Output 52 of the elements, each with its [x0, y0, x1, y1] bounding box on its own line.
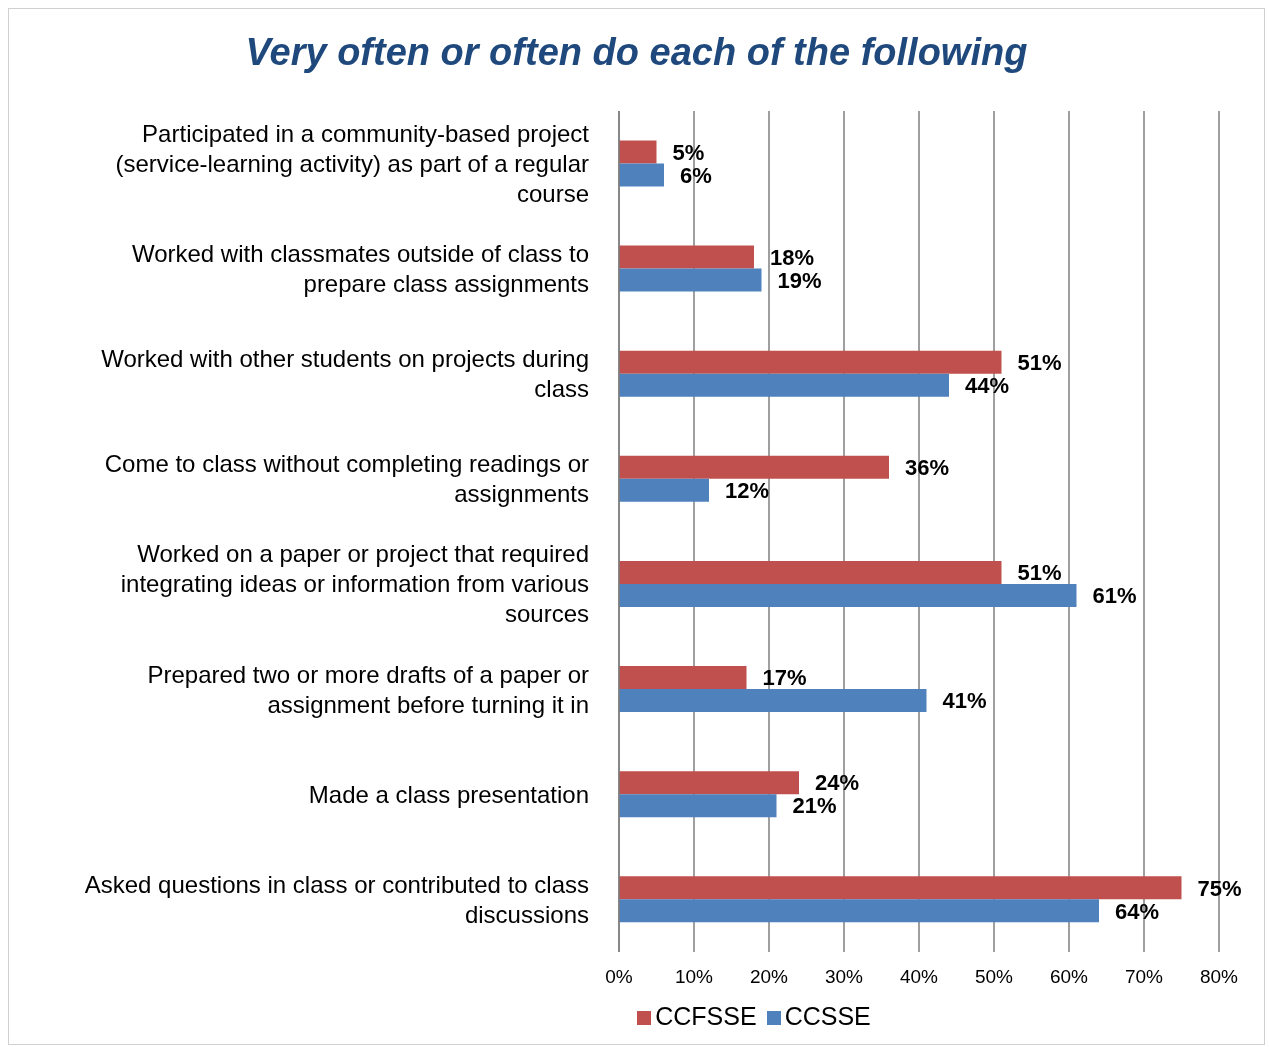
bar: [619, 140, 657, 164]
x-tick-label: 70%: [1124, 966, 1164, 988]
data-label: 18%: [770, 244, 815, 270]
y-tick-label: Participated in a community-based project (service-learning activity) as part of a regular course: [115, 119, 590, 207]
bar: [619, 771, 799, 795]
x-tick-label: 0%: [605, 966, 633, 988]
legend-label: CCFSSE: [655, 1002, 757, 1030]
x-tick-label: 10%: [674, 966, 714, 988]
data-label: 21%: [792, 793, 837, 819]
x-tick-label: 50%: [974, 966, 1014, 988]
data-label: 17%: [762, 665, 807, 691]
bar: [619, 268, 762, 292]
legend-label: CCSSE: [784, 1002, 871, 1030]
y-tick-label: Worked with classmates outside of class to prepare class assignments: [131, 240, 589, 298]
y-tick-label: Come to class without completing readings or assignments: [104, 450, 589, 508]
data-label: 44%: [965, 372, 1010, 398]
data-label: 6%: [680, 162, 712, 188]
bar: [619, 245, 754, 269]
y-tick-label: Worked with other students on projects during class: [101, 345, 589, 403]
bar: [619, 350, 1002, 374]
bar: [619, 455, 889, 479]
data-label: 61%: [1092, 583, 1137, 609]
chart-title: Very often or often do each of the following: [244, 31, 1029, 75]
data-label: 41%: [942, 688, 987, 714]
bar: [619, 478, 709, 502]
data-label: 12%: [725, 478, 770, 504]
data-label: 5%: [672, 139, 705, 165]
x-tick-label: 60%: [1049, 966, 1089, 988]
data-label: 24%: [815, 770, 860, 796]
data-label: 75%: [1197, 875, 1242, 901]
data-label: 51%: [1017, 349, 1062, 375]
bar: [619, 666, 747, 690]
x-tick-label: 40%: [899, 966, 939, 988]
data-label: 51%: [1017, 560, 1062, 586]
x-tick-label: 20%: [749, 966, 789, 988]
bar: [619, 373, 949, 397]
y-tick-label: Worked on a paper or project that required integrating ideas or information from various sources: [120, 540, 589, 628]
bar: [619, 794, 777, 818]
bar: [619, 583, 1077, 607]
bar: [619, 689, 927, 713]
bar: [619, 163, 664, 187]
bar: [619, 560, 1002, 584]
x-tick-label: 80%: [1199, 966, 1239, 988]
x-tick-label: 30%: [824, 966, 864, 988]
y-tick-label: Made a class presentation: [308, 780, 589, 808]
y-tick-label: Asked questions in class or contributed to class discussions: [84, 870, 589, 928]
data-label: 19%: [777, 267, 822, 293]
bar: [619, 899, 1099, 923]
y-tick-label: Prepared two or more drafts of a paper or assignment before turning it in: [147, 660, 589, 718]
data-label: 36%: [905, 455, 950, 481]
bar: [619, 876, 1182, 900]
data-label: 64%: [1115, 898, 1160, 924]
